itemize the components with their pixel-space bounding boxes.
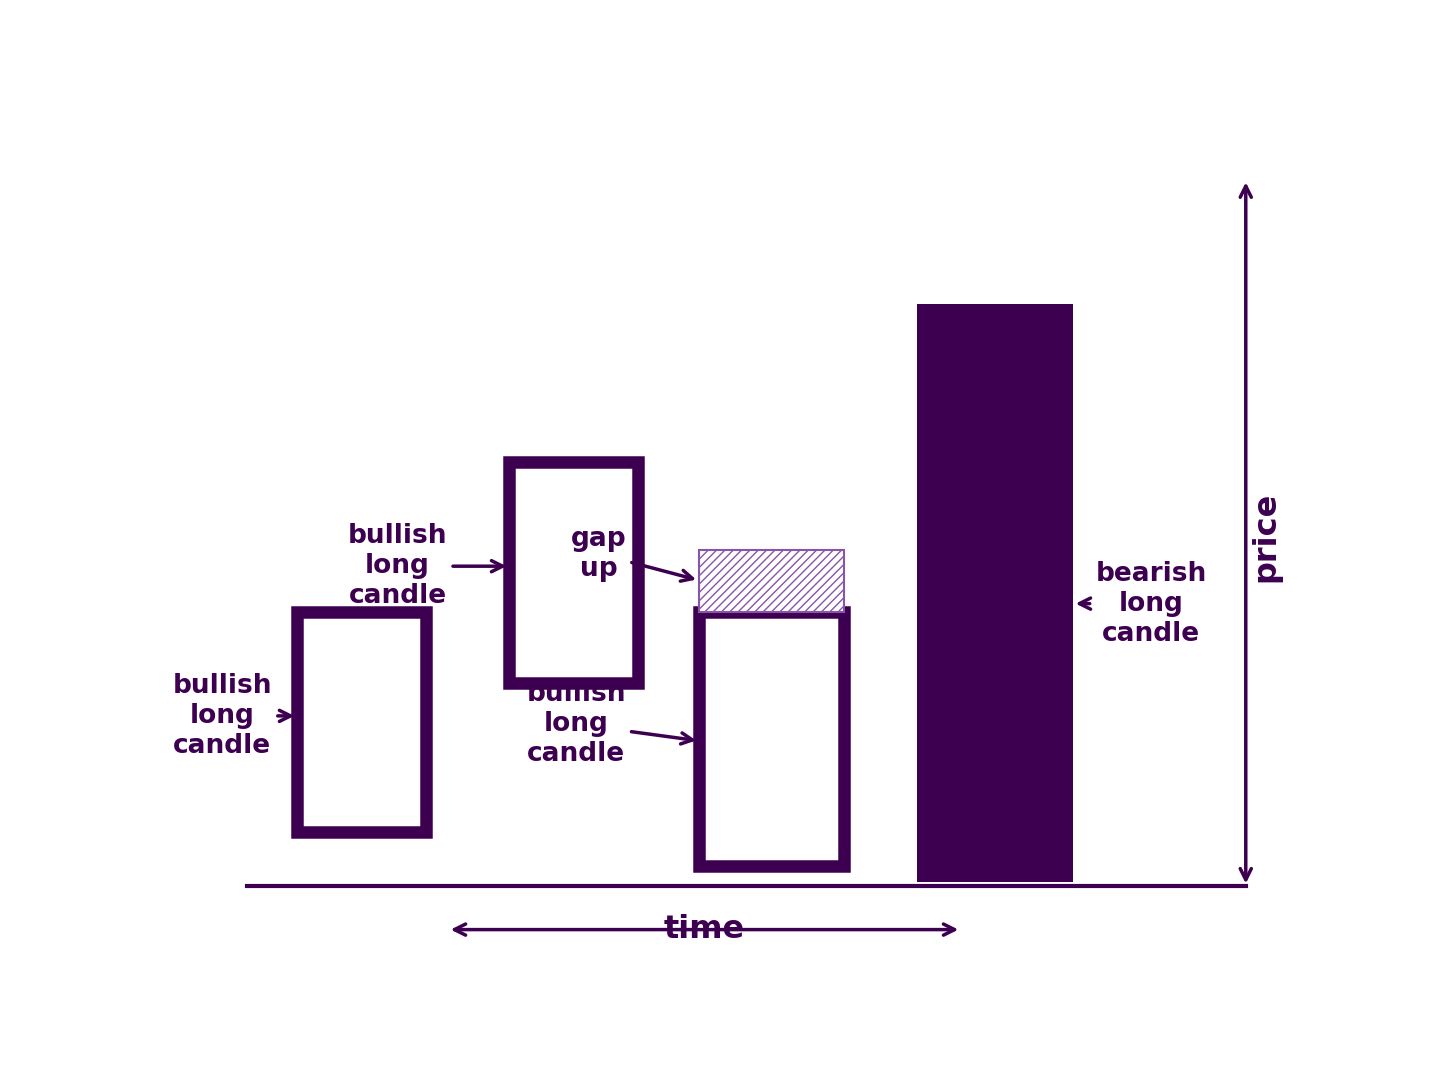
- Text: bullish
long
candle: bullish long candle: [173, 673, 291, 759]
- Bar: [510, 462, 638, 683]
- Text: price: price: [1250, 492, 1282, 582]
- Bar: [297, 612, 426, 833]
- Text: bearish
long
candle: bearish long candle: [1080, 561, 1207, 647]
- Text: time: time: [664, 914, 744, 945]
- Bar: [698, 612, 844, 865]
- Text: bullish
long
candle: bullish long candle: [527, 681, 693, 767]
- Text: bullish
long
candle: bullish long candle: [348, 523, 503, 609]
- Bar: [698, 550, 844, 612]
- Text: gap
up: gap up: [570, 526, 693, 582]
- Bar: [917, 305, 1073, 882]
